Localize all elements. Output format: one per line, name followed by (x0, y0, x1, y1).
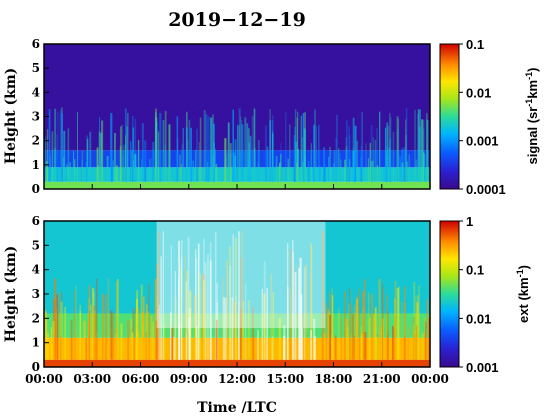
top-colorbar (439, 43, 460, 190)
heatmap-texture (44, 230, 430, 360)
heatmap-layer-boundary-layer (44, 337, 430, 360)
x-tick-label: 00:00 (25, 372, 63, 386)
top-colorbar-label: signal (sr-1km-1) (524, 68, 540, 165)
x-tick-label: 09:00 (170, 372, 208, 386)
x-tick-label: 18:00 (315, 372, 353, 386)
y-tick-label: 5 (32, 61, 40, 75)
chart-title: 2019−12−19 (168, 9, 306, 31)
bottom-colorbar-ticks: 1 0.1 0.01 0.001 (459, 214, 499, 375)
bottom-panel: 0 1 2 3 4 5 6 00:00 03:00 06:00 09:00 12:00 15:00 18… (3, 214, 531, 416)
bottom-x-ticks: 00:00 03:00 06:00 09:00 12:00 15:00 18:00 21:00… (25, 362, 449, 386)
heatmap-layer-aloft (44, 221, 430, 314)
colorbar-tick-label: 0.001 (466, 360, 499, 375)
noisy-daytime-region (156, 221, 326, 329)
x-tick-label: 00:00 (411, 372, 449, 386)
top-colorbar-ticks: 0.1 0.01 0.001 0.0001 (459, 37, 506, 197)
top-y-ticks: 0 1 2 3 4 5 6 (32, 37, 49, 196)
heatmap-layer-residual (44, 150, 430, 168)
bottom-colorbar (439, 220, 460, 368)
y-tick-label: 2 (32, 134, 40, 148)
x-tick-label: 12:00 (218, 372, 256, 386)
x-tick-label: 06:00 (122, 372, 160, 386)
y-tick-label: 6 (32, 214, 40, 228)
y-tick-label: 0 (32, 182, 40, 196)
colorbar-tick-label: 0.001 (466, 134, 499, 149)
x-tick-label: 15:00 (266, 372, 304, 386)
colorbar-tick-label: 0.1 (466, 37, 484, 52)
bottom-y-axis-label: Height (km) (3, 246, 19, 343)
y-tick-label: 5 (32, 238, 40, 252)
y-tick-label: 2 (32, 311, 40, 325)
bottom-x-axis-label: Time /LTC (197, 400, 277, 416)
y-tick-label: 1 (32, 158, 40, 172)
y-tick-label: 6 (32, 37, 40, 51)
bottom-y-ticks: 0 1 2 3 4 5 6 (32, 214, 49, 374)
y-tick-label: 1 (32, 336, 40, 350)
top-x-ticks (43, 184, 431, 189)
top-heatmap (44, 44, 430, 189)
colorbar-tick-label: 0.1 (466, 263, 484, 278)
colorbar-tick-label: 1 (466, 214, 473, 229)
y-tick-label: 0 (32, 360, 40, 374)
x-tick-label: 21:00 (363, 372, 401, 386)
colorbar-tick-label: 0.0001 (466, 182, 506, 197)
colorbar-tick-label: 0.01 (466, 85, 491, 100)
top-panel: 0 1 2 3 4 5 6 Height (km) 0.1 0.01 0.001 0.0001 s… (3, 37, 540, 197)
y-tick-label: 3 (32, 110, 40, 124)
top-y-axis-label: Height (km) (3, 68, 19, 165)
x-tick-label: 03:00 (73, 372, 111, 386)
colorbar-tick-label: 0.01 (466, 311, 491, 326)
y-tick-label: 4 (32, 263, 40, 277)
heatmap-texture (44, 107, 430, 182)
y-tick-label: 3 (32, 287, 40, 301)
y-tick-label: 4 (32, 85, 40, 99)
bottom-heatmap (44, 221, 430, 367)
bottom-colorbar-label: ext (km-1) (515, 265, 531, 323)
heatmap-layer-free-troposphere (44, 44, 430, 151)
